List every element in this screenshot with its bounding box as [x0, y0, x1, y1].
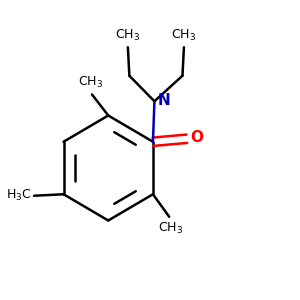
Text: CH$_3$: CH$_3$ [78, 75, 103, 90]
Text: H$_3$C: H$_3$C [5, 188, 31, 203]
Text: CH$_3$: CH$_3$ [158, 221, 183, 236]
Text: N: N [158, 93, 171, 108]
Text: CH$_3$: CH$_3$ [115, 28, 140, 43]
Text: O: O [190, 130, 203, 145]
Text: CH$_3$: CH$_3$ [171, 28, 196, 43]
